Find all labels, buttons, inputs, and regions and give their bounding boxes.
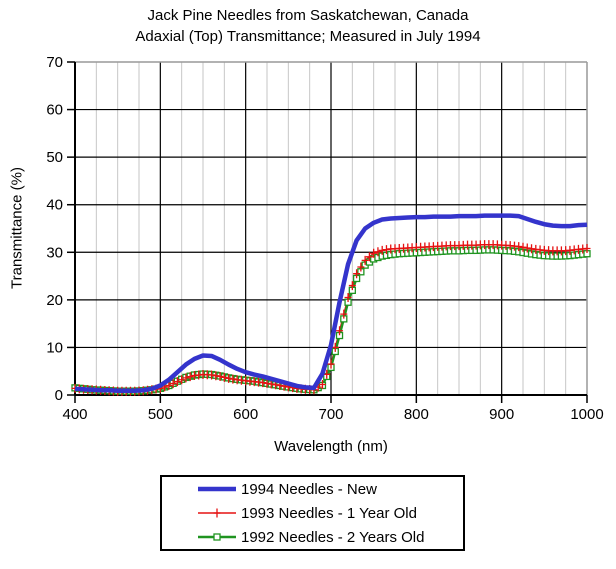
marker-plus bbox=[523, 243, 531, 253]
marker-plus bbox=[229, 374, 237, 384]
marker-plus bbox=[216, 371, 224, 381]
y-tick-label: 40 bbox=[46, 197, 63, 214]
legend-label: 1992 Needles - 2 Years Old bbox=[241, 528, 425, 546]
x-tick-label: 400 bbox=[62, 406, 87, 423]
x-tick-label: 800 bbox=[404, 406, 429, 423]
marker-plus bbox=[178, 375, 186, 385]
x-tick-label: 1000 bbox=[570, 406, 603, 423]
marker-plus bbox=[165, 380, 173, 390]
y-tick-label: 0 bbox=[55, 387, 63, 404]
marker-plus bbox=[340, 309, 348, 319]
marker-plus bbox=[365, 252, 373, 262]
legend-sample-1 bbox=[198, 508, 236, 518]
marker-plus bbox=[370, 248, 378, 258]
marker-plus bbox=[583, 243, 591, 253]
marker-plus bbox=[353, 269, 361, 279]
marker-plus bbox=[208, 370, 216, 380]
marker-plus bbox=[220, 372, 228, 382]
marker-plus bbox=[361, 255, 369, 265]
x-tick-label: 900 bbox=[489, 406, 514, 423]
marker-plus bbox=[327, 359, 335, 369]
marker-plus bbox=[382, 245, 390, 255]
legend-label: 1994 Needles - New bbox=[241, 480, 377, 498]
marker-plus bbox=[225, 373, 233, 383]
y-tick-label: 70 bbox=[46, 54, 63, 71]
y-tick-label: 30 bbox=[46, 244, 63, 261]
marker-plus bbox=[344, 292, 352, 302]
series-line-1994 bbox=[74, 213, 588, 393]
marker-plus bbox=[515, 242, 523, 252]
marker-plus bbox=[348, 281, 356, 291]
marker-plus bbox=[173, 377, 181, 387]
marker-plus bbox=[212, 371, 220, 381]
marker-plus bbox=[519, 242, 527, 252]
y-tick-label: 20 bbox=[46, 292, 63, 309]
legend-box: 1994 Needles - New 1993 Needles - 1 Year … bbox=[160, 475, 465, 551]
chart-title: Jack Pine Needles from Saskatchewan, Can… bbox=[147, 7, 469, 24]
y-tick-label: 10 bbox=[46, 339, 63, 356]
legend-item-2: 1992 Needles - 2 Years Old bbox=[162, 525, 463, 549]
chart-subtitle: Adaxial (Top) Transmittance; Measured in… bbox=[135, 28, 481, 45]
x-tick-label: 700 bbox=[318, 406, 343, 423]
marker-plus bbox=[357, 262, 365, 272]
x-tick-label: 600 bbox=[233, 406, 258, 423]
marker-plus bbox=[182, 373, 190, 383]
marker-plus bbox=[318, 380, 326, 390]
marker-plus bbox=[378, 245, 386, 255]
x-tick-label: 500 bbox=[148, 406, 173, 423]
x-axis-title: Wavelength (nm) bbox=[274, 438, 388, 455]
marker-plus bbox=[263, 378, 271, 388]
marker-plus bbox=[169, 379, 177, 389]
marker-plus bbox=[528, 244, 536, 254]
marker-plus bbox=[259, 378, 267, 388]
y-tick-label: 60 bbox=[46, 102, 63, 119]
marker-plus bbox=[336, 326, 344, 336]
marker-plus bbox=[331, 342, 339, 352]
legend-item-0: 1994 Needles - New bbox=[162, 477, 463, 501]
legend-sample-0 bbox=[198, 486, 236, 492]
marker-plus bbox=[186, 372, 194, 382]
plot-area: 400 500 600 700 800 900 1000 0 10 20 30 40 50 60 70 bbox=[46, 54, 603, 423]
marker-plus bbox=[374, 247, 382, 257]
legend-label: 1993 Needles - 1 Year Old bbox=[241, 504, 417, 522]
legend-item-1: 1993 Needles - 1 Year Old bbox=[162, 501, 463, 525]
y-tick-label: 50 bbox=[46, 149, 63, 166]
legend-sample-2 bbox=[198, 533, 236, 541]
